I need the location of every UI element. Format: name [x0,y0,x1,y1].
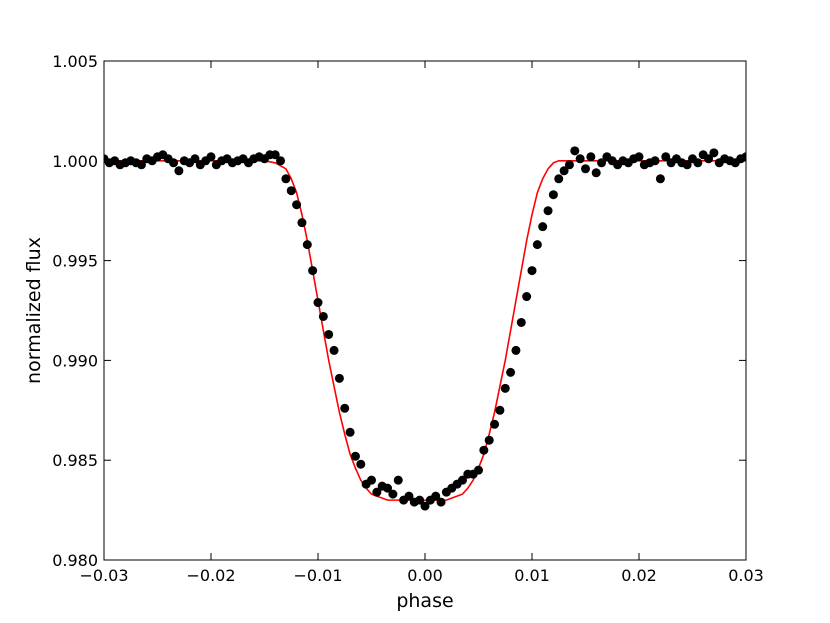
data-point [586,152,596,162]
data-point [741,152,746,162]
data-point [286,186,296,196]
data-point [431,491,441,501]
data-point [591,168,601,178]
data-point [704,154,714,164]
data-point [457,475,467,485]
data-point [136,160,146,170]
data-point [516,317,526,327]
plot-background [104,61,746,560]
data-point [538,222,548,232]
data-point [532,240,542,250]
data-point [511,345,521,355]
data-point [543,206,553,216]
y-tick-label: 0.990 [52,351,98,370]
y-tick-label: 0.985 [52,451,98,470]
data-point [500,383,510,393]
data-point [548,190,558,200]
data-point [527,266,537,276]
data-point [334,373,344,383]
data-point [484,435,494,445]
y-tick-label: 1.005 [52,52,98,71]
data-point [302,240,312,250]
data-point [682,160,692,170]
data-point [575,154,585,164]
data-point [490,419,500,429]
data-point [559,166,569,176]
data-point [281,174,291,184]
x-tick-label: −0.01 [293,566,342,585]
data-point [436,497,446,507]
data-point [345,427,355,437]
data-point [270,150,280,160]
data-point [522,292,532,302]
data-point [350,451,360,461]
data-point [324,329,334,339]
x-tick-label: −0.02 [186,566,235,585]
data-point [709,148,719,158]
data-point [554,174,564,184]
data-point [393,475,403,485]
data-points-layer [104,146,746,511]
data-point [570,146,580,156]
y-tick-label: 1.000 [52,152,98,171]
y-axis-label: normalized flux [23,237,45,384]
data-point [206,152,216,162]
data-point [415,495,425,505]
data-point [634,152,644,162]
x-tick-label: 0.02 [621,566,657,585]
x-tick-label: 0.03 [728,566,764,585]
data-point [661,152,671,162]
data-point [169,158,179,168]
data-point [479,445,489,455]
x-tick-label: −0.03 [79,566,128,585]
data-point [292,200,302,210]
data-point [404,491,414,501]
data-point [693,158,703,168]
x-tick-label: 0.00 [407,566,443,585]
data-point [564,160,574,170]
data-point [313,298,323,308]
y-tick-label: 0.980 [52,551,98,570]
data-point [506,367,516,377]
x-axis-label: phase [396,590,453,612]
data-point [190,154,200,164]
data-point [297,218,307,228]
data-point [367,475,376,485]
data-point [308,266,318,276]
data-point [372,487,382,497]
data-point [388,489,398,499]
data-point [474,465,483,475]
data-point [581,164,590,174]
data-point [597,158,607,168]
data-point [318,311,328,321]
data-point [276,156,286,166]
y-tick-label: 0.995 [52,252,98,271]
data-point [340,403,350,413]
data-point [650,156,660,166]
data-point [495,405,505,415]
data-point [420,501,430,511]
data-point [174,166,184,176]
x-tick-label: 0.01 [514,566,550,585]
data-point [383,483,393,493]
axis-ticks-layer: −0.03 −0.02 −0.01 0.00 0.01 0.02 0.03 0.980 0.98… [52,52,764,585]
data-point [356,459,366,469]
data-point [655,174,665,184]
data-point [329,345,339,355]
